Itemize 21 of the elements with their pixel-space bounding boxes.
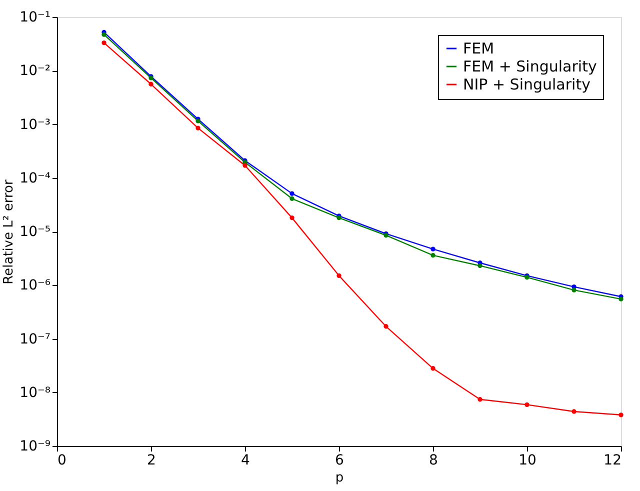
legend-label: NIP + Singularity <box>463 76 591 94</box>
legend-label: FEM + Singularity <box>463 58 597 76</box>
x-tick-label: 0 <box>58 452 66 468</box>
y-tick-label: 10⁻⁵ <box>20 224 50 240</box>
x-tick-label: 2 <box>147 452 156 468</box>
x-tick-label: 10 <box>518 452 536 468</box>
y-axis-title: Relative L² error <box>2 179 17 284</box>
x-tick-label: 6 <box>335 452 344 468</box>
y-tick-label: 10⁻⁴ <box>20 170 51 186</box>
x-tick-label: 8 <box>429 452 438 468</box>
y-tick-label: 10⁻⁹ <box>20 438 51 454</box>
y-tick-label: 10⁻² <box>20 63 50 80</box>
legend-label: FEM <box>463 40 494 58</box>
y-tick-label: 10⁻⁷ <box>20 331 50 348</box>
y-tick-label: 10⁻¹ <box>20 10 50 26</box>
y-tick-label: 10⁻⁸ <box>20 384 51 401</box>
y-tick-label: 10⁻⁶ <box>20 278 51 294</box>
x-tick-label: 4 <box>241 452 250 468</box>
x-tick-label: 12 <box>604 452 622 468</box>
y-tick-label: 10⁻³ <box>20 116 50 133</box>
x-axis-title: p <box>335 470 344 486</box>
